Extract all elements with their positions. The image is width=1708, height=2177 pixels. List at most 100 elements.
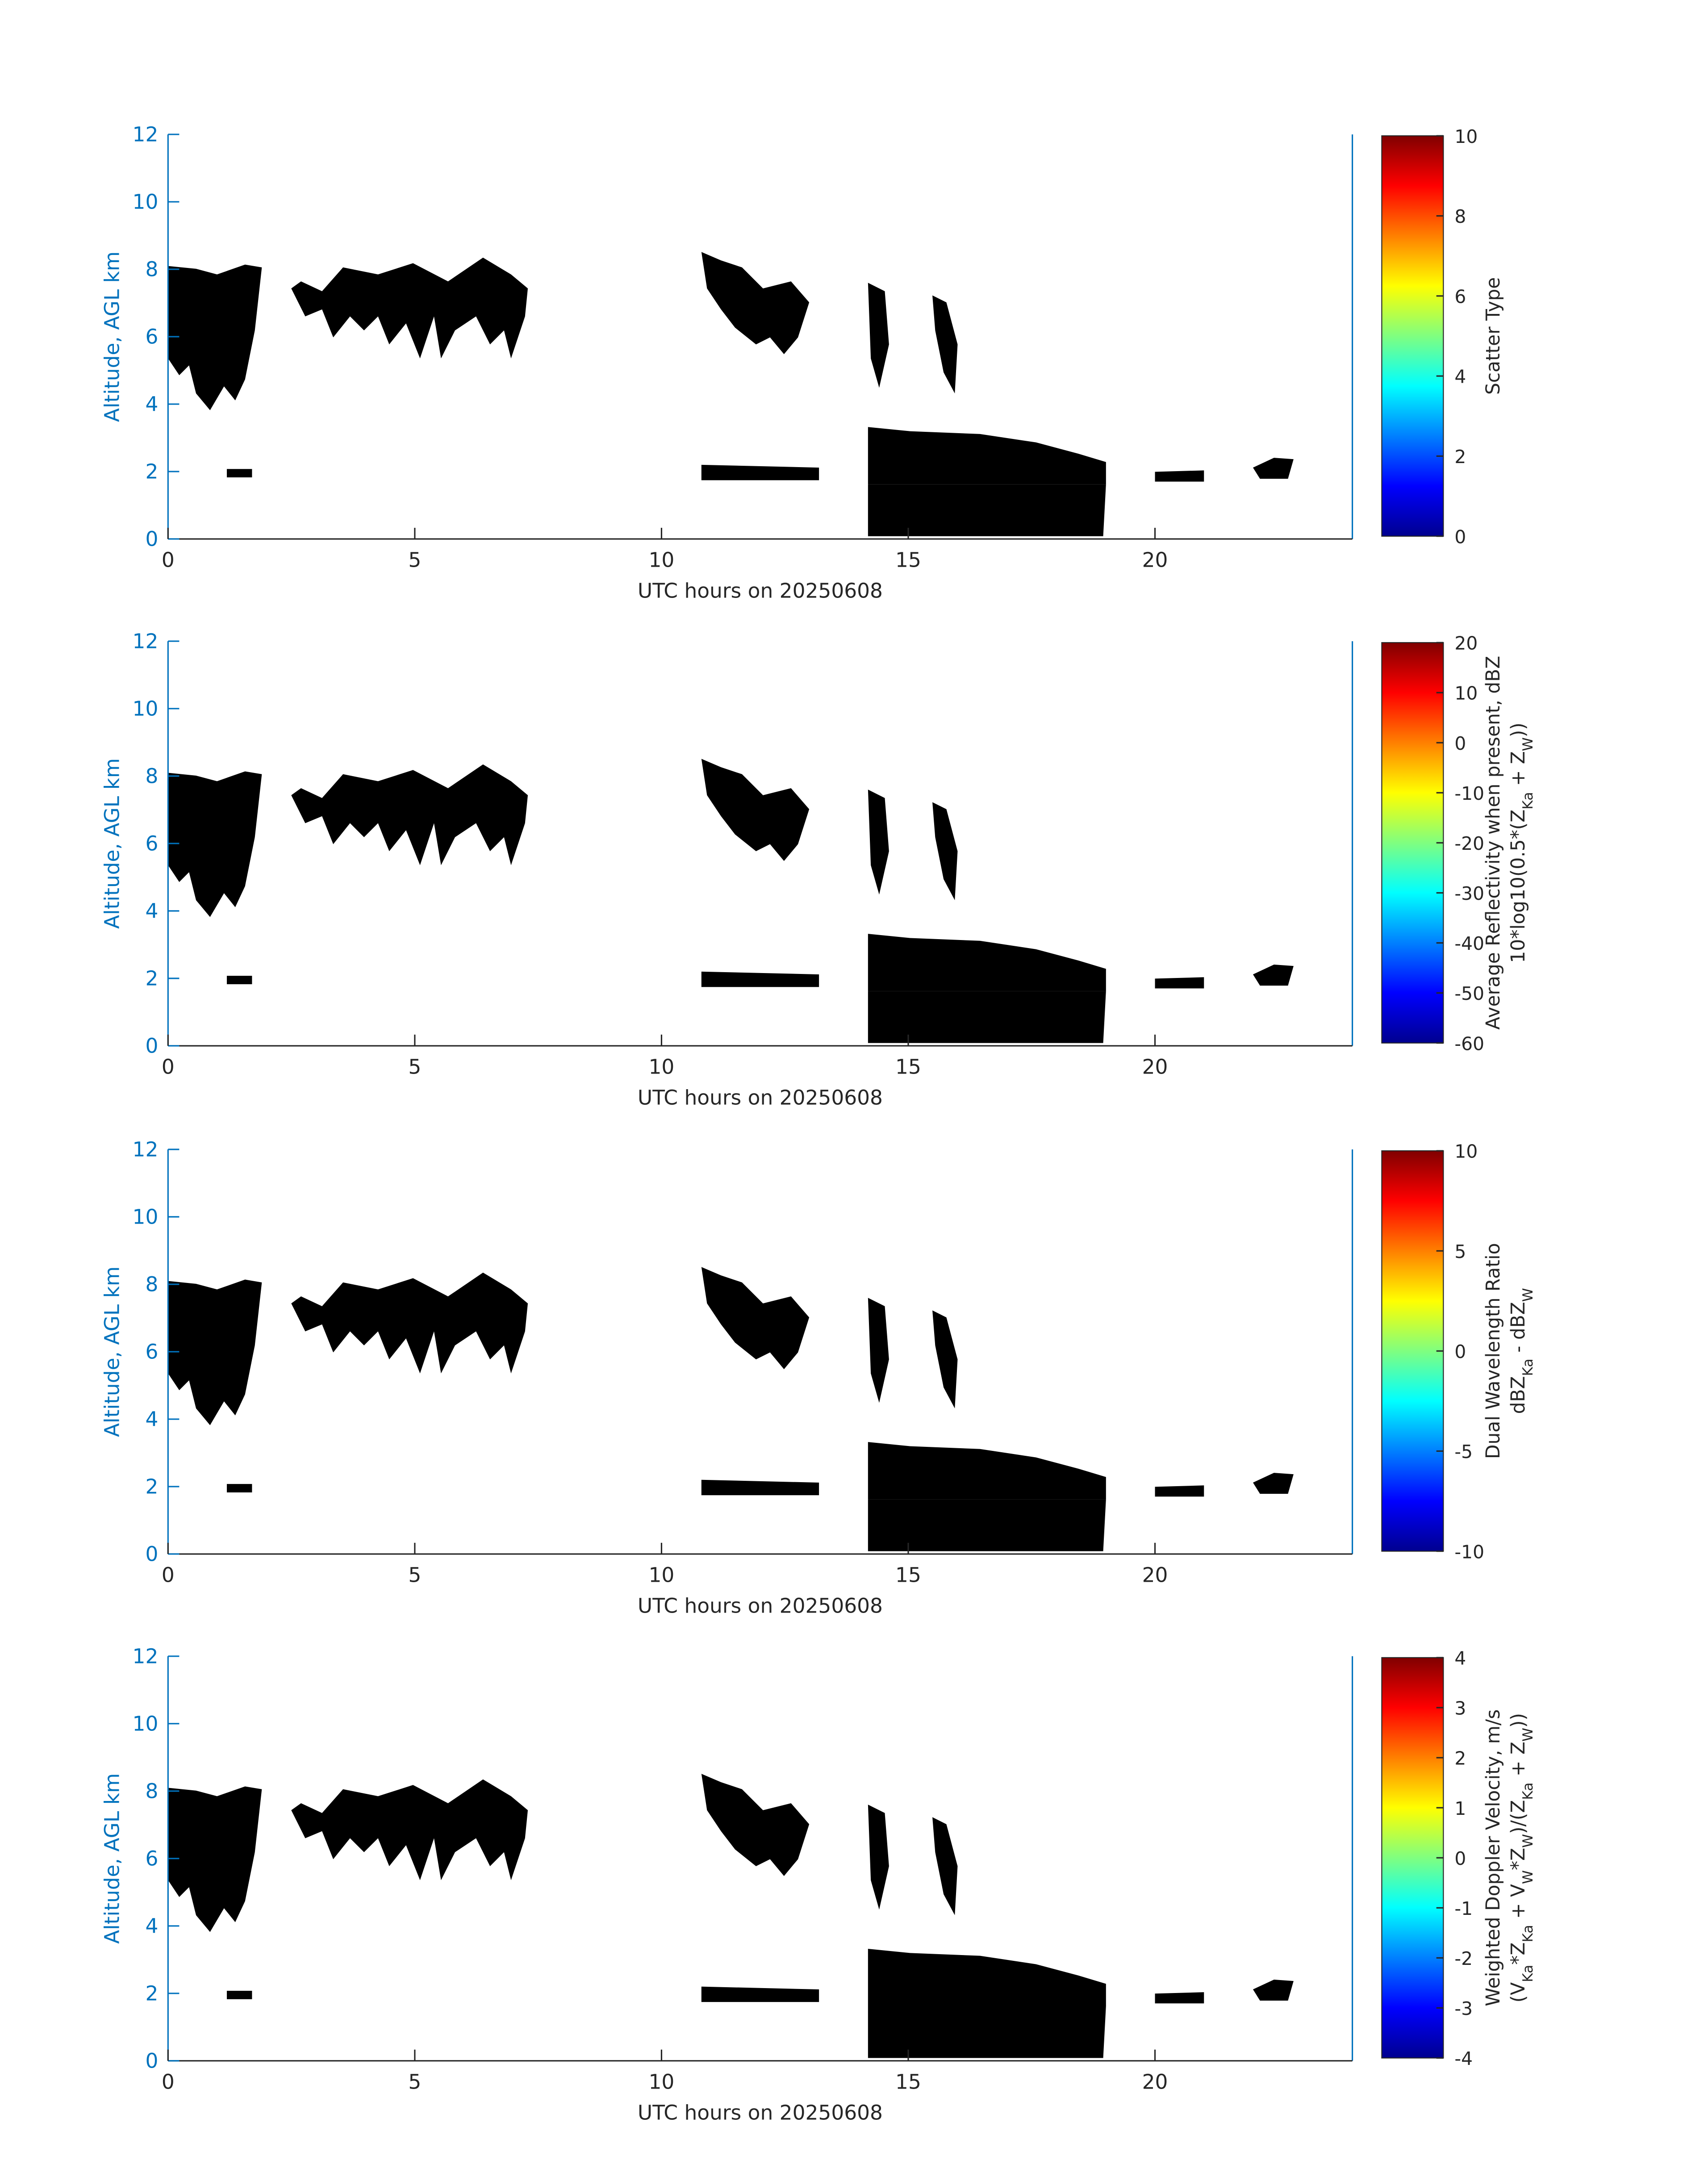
y-tick-label: 0: [145, 2049, 158, 2073]
colorbar-label-part: )): [1507, 1713, 1529, 1728]
colorbar-tick-label: 0: [1454, 733, 1466, 754]
colorbar-tick-label: 2: [1454, 1748, 1466, 1769]
colorbar-label-part: Weighted Doppler Velocity, m/s: [1482, 1709, 1504, 2006]
colorbar-label-part: W: [1520, 737, 1536, 751]
y-axis-label: Altitude, AGL km: [100, 251, 124, 422]
y-tick-label: 10: [133, 190, 159, 214]
x-tick-label: 20: [1142, 1563, 1168, 1587]
y-tick-label: 6: [145, 325, 158, 349]
colorbar-tick-label: -10: [1454, 783, 1484, 804]
colorbar-label-part: W: [1520, 1834, 1536, 1848]
colorbar-label-part: 10*log10(0.5*(Z: [1507, 810, 1529, 963]
colorbar-label-part: dBZ: [1507, 1376, 1529, 1414]
y-axis-label: Altitude, AGL km: [100, 1266, 124, 1437]
colorbar-tick-label: 0: [1454, 1341, 1466, 1362]
y-tick-label: 4: [145, 1914, 158, 1938]
y-tick-label: 12: [133, 630, 159, 653]
colorbar-label: Scatter Type: [1482, 277, 1504, 395]
colorbar-label-part: + Z: [1507, 751, 1529, 792]
colorbar-tick-label: 4: [1454, 366, 1466, 388]
colorbar-tick-label: -2: [1454, 1948, 1473, 1969]
x-axis-label: UTC hours on 20250608: [638, 1086, 883, 1110]
colorbar: [1381, 1150, 1444, 1552]
x-tick-label: 20: [1142, 2070, 1168, 2093]
colorbar-tick-label: -20: [1454, 833, 1484, 854]
y-tick-label: 6: [145, 832, 158, 856]
colorbar-tick-label: -40: [1454, 933, 1484, 954]
colorbar-label-part: Ka: [1520, 1358, 1536, 1376]
y-tick-label: 0: [145, 1542, 158, 1566]
colorbar-tick-label: 8: [1454, 206, 1466, 227]
colorbar-label: Average Reflectivity when present, dBZ: [1482, 656, 1504, 1030]
y-tick-label: 10: [133, 1205, 159, 1229]
x-tick-label: 15: [895, 1563, 921, 1587]
colorbar-label-part: - dBZ: [1507, 1302, 1529, 1358]
x-tick-label: 15: [895, 2070, 921, 2093]
x-tick-label: 10: [649, 1055, 675, 1079]
colorbar-label: Weighted Doppler Velocity, m/s: [1482, 1709, 1504, 2006]
colorbar-tick-label: -30: [1454, 883, 1484, 904]
colorbar-tick-label: 2: [1454, 446, 1466, 468]
y-tick-label: 12: [133, 1138, 159, 1162]
colorbar-tick-label: -10: [1454, 1541, 1484, 1563]
y-tick-label: 2: [145, 460, 158, 484]
y-tick-label: 12: [133, 123, 159, 146]
colorbar-label-part: + V: [1507, 1884, 1529, 1925]
colorbar-tick-label: -3: [1454, 1998, 1473, 2019]
y-axis-label: Altitude, AGL km: [100, 758, 124, 929]
colorbar-tick-label: -4: [1454, 2048, 1473, 2069]
colorbar-tick-label: 5: [1454, 1241, 1466, 1262]
colorbar: [1381, 642, 1444, 1044]
colorbar: [1381, 1657, 1444, 2059]
y-tick-label: 0: [145, 527, 158, 551]
colorbar-tick-label: 1: [1454, 1798, 1466, 1819]
y-tick-label: 6: [145, 1340, 158, 1364]
colorbar: [1381, 135, 1444, 537]
y-tick-label: 6: [145, 1847, 158, 1870]
colorbar-tick-label: -1: [1454, 1898, 1473, 1919]
y-tick-label: 10: [133, 1712, 159, 1735]
y-tick-label: 8: [145, 1273, 158, 1296]
colorbar-label-part: Scatter Type: [1482, 277, 1504, 395]
colorbar-tick-label: -5: [1454, 1441, 1473, 1462]
colorbar-tick-label: -60: [1454, 1033, 1484, 1054]
y-tick-label: 8: [145, 258, 158, 281]
x-axis-label: UTC hours on 20250608: [638, 2101, 883, 2124]
x-tick-label: 0: [162, 1055, 175, 1079]
colorbar-label-part: )): [1507, 723, 1529, 737]
colorbar-tick-label: 10: [1454, 683, 1478, 704]
y-tick-label: 12: [133, 1644, 159, 1668]
colorbar-label-part: W: [1520, 1728, 1536, 1742]
x-tick-label: 0: [162, 1563, 175, 1587]
colorbar-tick-label: 10: [1454, 1141, 1478, 1162]
colorbar-label: (VKa*ZKa + VW*ZW)/(ZKa + ZW)): [1507, 1713, 1536, 2002]
colorbar-label-part: Ka: [1520, 1925, 1536, 1942]
y-tick-label: 4: [145, 393, 158, 416]
y-tick-label: 10: [133, 697, 159, 721]
echo-field: [168, 1267, 1294, 1551]
y-tick-label: 4: [145, 899, 158, 923]
colorbar-tick-label: -50: [1454, 983, 1484, 1004]
colorbar-label-part: Ka: [1520, 792, 1536, 809]
x-tick-label: 10: [649, 2070, 675, 2093]
x-tick-label: 5: [408, 2070, 421, 2093]
colorbar-label: Dual Wavelength Ratio: [1482, 1243, 1504, 1459]
colorbar-label-part: *Z: [1507, 1848, 1529, 1870]
y-axis-label: Altitude, AGL km: [100, 1773, 124, 1944]
colorbar-tick-label: 4: [1454, 1648, 1466, 1669]
echo-field: [168, 1774, 1294, 2058]
colorbar-label-part: Dual Wavelength Ratio: [1482, 1243, 1504, 1459]
colorbar-tick-label: 3: [1454, 1698, 1466, 1719]
colorbar-label: dBZKa - dBZW: [1507, 1288, 1536, 1414]
x-tick-label: 5: [408, 1055, 421, 1079]
colorbar-label-part: Ka: [1520, 1782, 1536, 1800]
y-tick-label: 2: [145, 1475, 158, 1499]
x-tick-label: 0: [162, 2070, 175, 2093]
colorbar-label-part: + Z: [1507, 1742, 1529, 1782]
x-tick-label: 20: [1142, 548, 1168, 572]
x-tick-label: 5: [408, 1563, 421, 1587]
x-tick-label: 20: [1142, 1055, 1168, 1079]
colorbar-tick-label: 20: [1454, 633, 1478, 654]
x-tick-label: 15: [895, 548, 921, 572]
x-tick-label: 10: [649, 548, 675, 572]
